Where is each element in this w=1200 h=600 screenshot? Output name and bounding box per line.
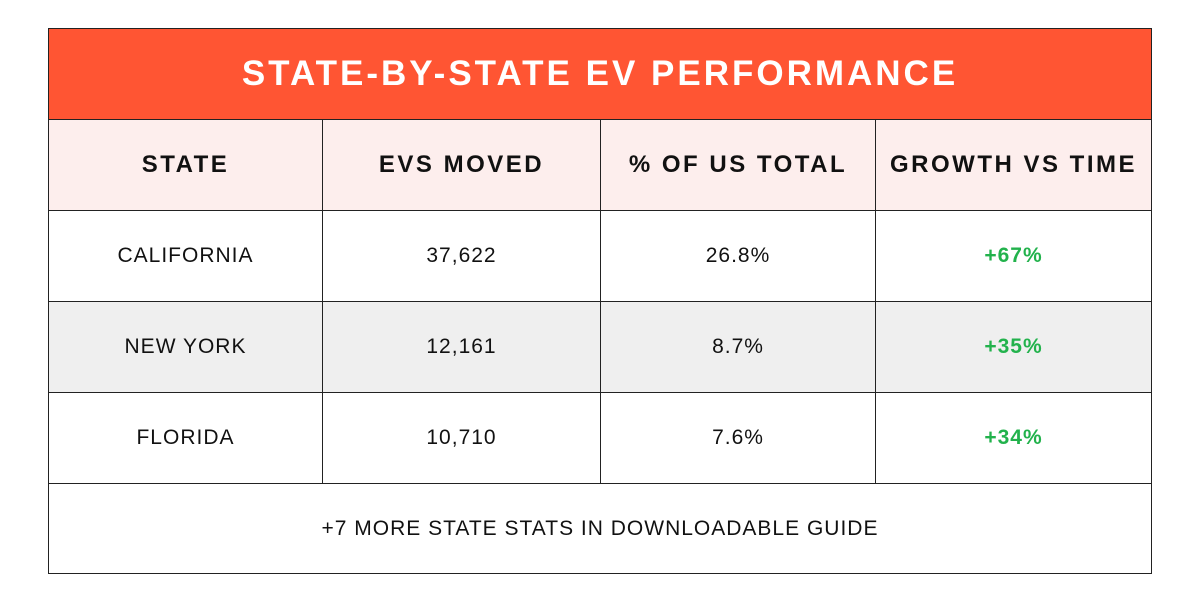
evs-moved-cell: 10,710 xyxy=(323,393,601,483)
percent-us-total-cell: 7.6% xyxy=(601,393,876,483)
state-cell: FLORIDA xyxy=(49,393,323,483)
column-header-growth: GROWTH VS TIME xyxy=(890,151,1137,178)
growth-cell: +34% xyxy=(984,426,1043,449)
state-cell: CALIFORNIA xyxy=(49,211,323,301)
growth-cell: +67% xyxy=(984,244,1043,267)
table-row: NEW YORK 12,161 8.7% +35% xyxy=(49,302,1151,393)
percent-us-total-cell: 26.8% xyxy=(601,211,876,301)
percent-us-total-cell: 8.7% xyxy=(601,302,876,392)
column-header-evs-moved: EVS MOVED xyxy=(323,120,601,210)
table-title: STATE-BY-STATE EV PERFORMANCE xyxy=(49,29,1151,120)
footer-note: +7 MORE STATE STATS IN DOWNLOADABLE GUID… xyxy=(49,484,1151,573)
ev-performance-table: STATE-BY-STATE EV PERFORMANCE STATE EVS … xyxy=(48,28,1152,574)
table-row: FLORIDA 10,710 7.6% +34% xyxy=(49,393,1151,484)
table-row: CALIFORNIA 37,622 26.8% +67% xyxy=(49,211,1151,302)
column-header-percent-us-total: % OF US TOTAL xyxy=(601,120,876,210)
evs-moved-cell: 12,161 xyxy=(323,302,601,392)
table-header-row: STATE EVS MOVED % OF US TOTAL GROWTH VS … xyxy=(49,120,1151,211)
state-cell: NEW YORK xyxy=(49,302,323,392)
evs-moved-cell: 37,622 xyxy=(323,211,601,301)
column-header-state: STATE xyxy=(49,120,323,210)
growth-cell: +35% xyxy=(984,335,1043,358)
